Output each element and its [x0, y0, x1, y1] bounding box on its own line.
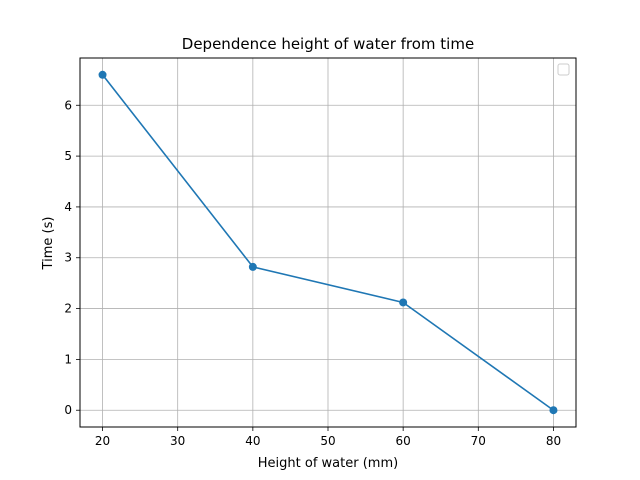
- data-point: [98, 70, 107, 79]
- y-tick-label: 3: [64, 251, 72, 265]
- x-tick-label: 40: [245, 434, 260, 448]
- x-tick-label: 70: [471, 434, 486, 448]
- y-axis-label: Time (s): [41, 217, 56, 271]
- legend-box: [557, 63, 570, 76]
- y-tick-label: 2: [64, 302, 72, 316]
- series-line: [101, 74, 554, 411]
- grid-lines: [80, 58, 576, 427]
- series-layer: [98, 70, 558, 415]
- data-point: [549, 406, 558, 415]
- x-tick-label: 20: [95, 434, 110, 448]
- data-point: [248, 262, 257, 271]
- x-tick-label: 50: [320, 434, 335, 448]
- x-tick-label: 80: [546, 434, 561, 448]
- y-tick-label: 6: [64, 98, 72, 112]
- x-tick-label: 60: [396, 434, 411, 448]
- y-tick-label: 4: [64, 200, 72, 214]
- data-point: [399, 298, 408, 307]
- y-tick-label: 1: [64, 352, 72, 366]
- x-tick-label: 30: [170, 434, 185, 448]
- y-tick-label: 0: [64, 403, 72, 417]
- chart-title: Dependence height of water from time: [182, 35, 474, 53]
- y-tick-label: 5: [64, 149, 72, 163]
- tick-layer: 20 30 40 50 60 70 80 0 1 2 3 4 5 6: [64, 98, 561, 448]
- x-axis-label: Height of water (mm): [258, 456, 398, 471]
